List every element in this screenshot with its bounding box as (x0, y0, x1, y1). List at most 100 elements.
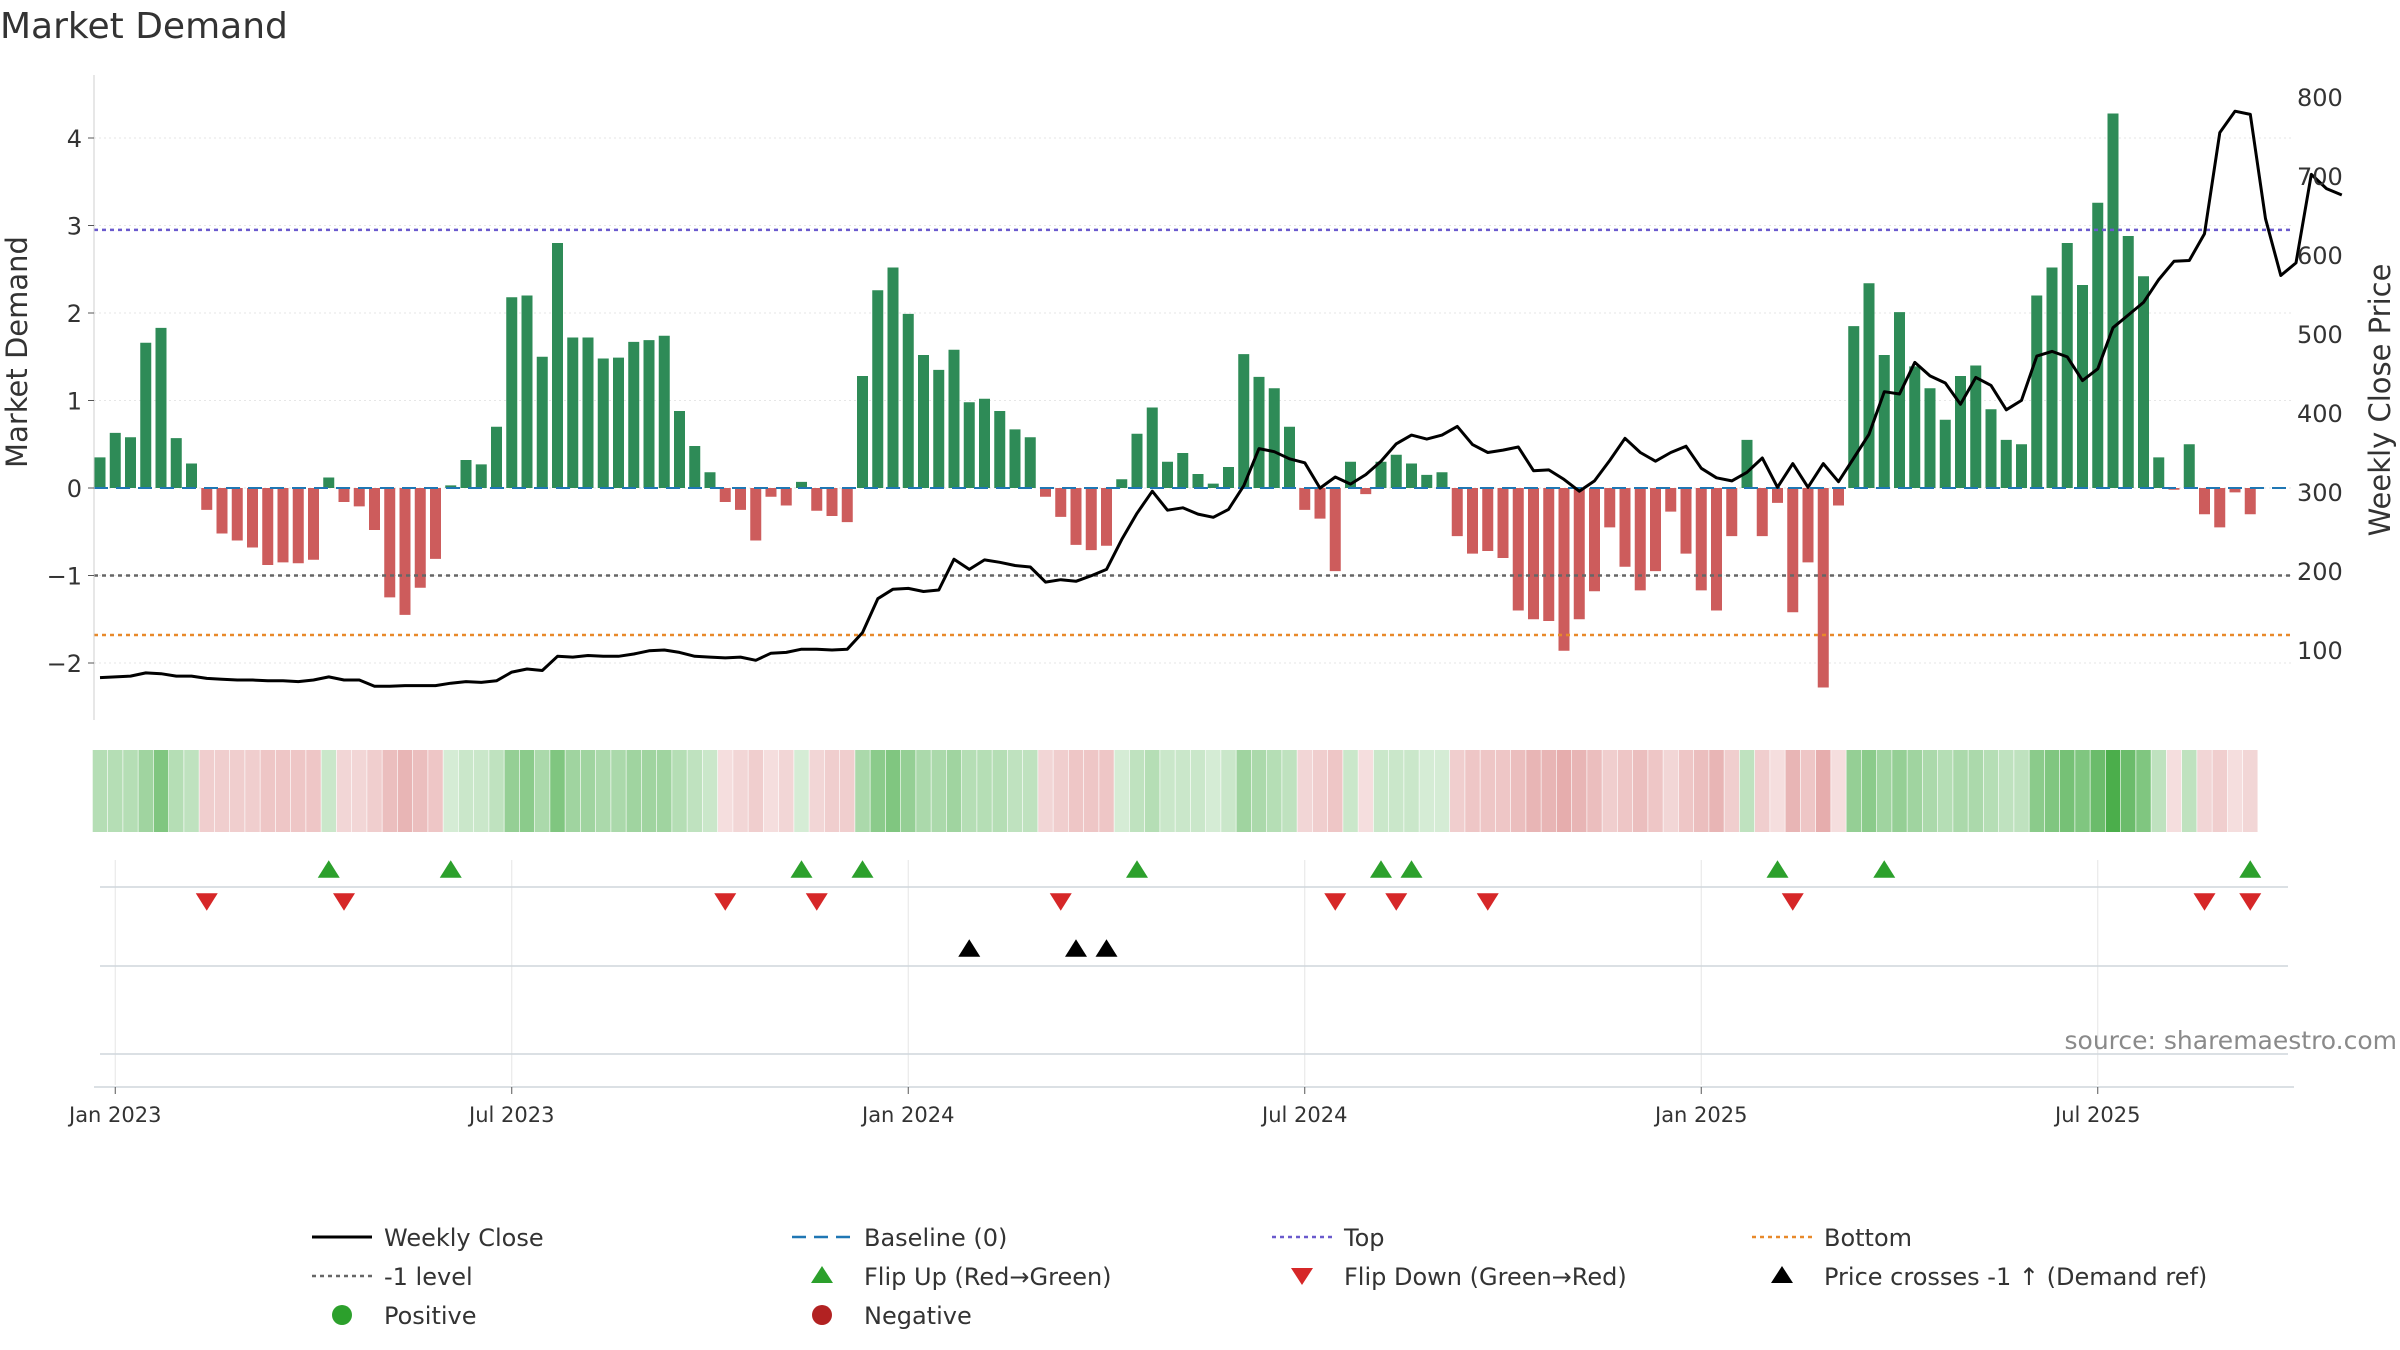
heatmap-cell (321, 750, 337, 832)
heatmap-cell (824, 750, 840, 832)
legend-swatch (811, 1266, 833, 1283)
heatmap-cell (656, 750, 672, 832)
date-tick-label: Jul 2025 (2053, 1103, 2140, 1127)
demand-bar (1863, 283, 1875, 488)
heatmap-cell (2029, 750, 2045, 832)
demand-bar (2046, 267, 2058, 488)
demand-bar (1146, 407, 1158, 488)
demand-bar (1314, 488, 1326, 519)
heatmap-cell (184, 750, 199, 832)
heatmap-cell (1480, 750, 1496, 832)
demand-bar (841, 488, 853, 523)
demand-bar (1650, 488, 1661, 572)
demand-bar (811, 488, 823, 511)
legend-swatch (332, 1305, 352, 1325)
demand-bar (1741, 439, 1753, 488)
heatmap-cell (748, 750, 764, 832)
demand-bar (1924, 388, 1936, 488)
demand-bar (1436, 472, 1448, 488)
heatmap-cell (1022, 750, 1038, 832)
heatmap-cell (1541, 750, 1557, 832)
right-tick-label: 200 (2297, 558, 2343, 586)
heatmap-cell (580, 750, 596, 832)
demand-bar (1451, 488, 1463, 537)
demand-bar (597, 358, 609, 488)
legend-item-bottom: Bottom (1752, 1224, 1912, 1252)
demand-bar (2244, 488, 2256, 515)
demand-bar (1101, 488, 1112, 546)
source-credit: source: sharemaestro.com (2065, 1026, 2398, 1055)
heatmap-cell (733, 750, 748, 832)
heatmap-cell (1190, 750, 1206, 832)
heatmap-cell (1556, 750, 1572, 832)
demand-bar (1299, 488, 1311, 510)
heatmap-cell (199, 750, 215, 832)
flip-up-marker (1370, 860, 1392, 878)
heatmap-cell (1221, 750, 1236, 832)
heatmap-cell (977, 750, 992, 832)
demand-bar (1909, 366, 1921, 488)
heatmap-cell (1175, 750, 1191, 832)
demand-bar (475, 464, 487, 488)
demand-bar (247, 488, 258, 548)
heatmap-cell (153, 750, 169, 832)
heatmap-cell (168, 750, 184, 832)
demand-bar (796, 481, 807, 488)
legend-item-top: Top (1272, 1224, 1385, 1252)
demand-bar (948, 349, 960, 488)
demand-bar (2138, 276, 2149, 488)
flip-up-marker (1873, 860, 1896, 878)
demand-bar (628, 341, 640, 488)
heatmap-cell (1754, 750, 1770, 832)
demand-bar (506, 297, 518, 488)
left-tick-label: 1 (67, 388, 82, 416)
demand-bar (323, 477, 335, 488)
demand-bar (1497, 488, 1509, 558)
legend-item-flip-up: Flip Up (Red→Green) (811, 1263, 1112, 1291)
demand-bar (277, 488, 289, 563)
demand-bar (1040, 488, 1051, 497)
date-tick-label: Jul 2024 (1260, 1103, 1347, 1127)
demand-bar (704, 472, 716, 488)
heatmap-cell (2151, 750, 2167, 832)
demand-bar (1817, 488, 1829, 688)
heatmap-cell (626, 750, 642, 832)
demand-bar (1589, 488, 1600, 592)
legend-label: Baseline (0) (864, 1224, 1007, 1252)
demand-bar (2229, 488, 2241, 493)
flip-up-marker (851, 860, 874, 878)
heatmap-cell (916, 750, 931, 832)
heatmap-cell (1968, 750, 1984, 832)
heatmap-cell (839, 750, 855, 832)
demand-bar (613, 357, 624, 488)
heatmap-cell (1602, 750, 1618, 832)
heatmap-cell (260, 750, 276, 832)
demand-bar (1253, 376, 1265, 488)
flip-up-marker (2239, 860, 2262, 878)
legend: Weekly Close Baseline (0) Top Bottom -1 leve… (312, 1224, 2207, 1330)
heatmap-cell (1373, 750, 1389, 832)
heatmap-cell (2044, 750, 2060, 832)
heatmap-cell (1205, 750, 1221, 832)
demand-bar (140, 342, 152, 488)
demand-bar (1482, 488, 1494, 551)
demand-bar (567, 337, 579, 488)
flip-up-marker (1400, 860, 1423, 878)
legend-swatch (1291, 1268, 1313, 1285)
demand-bar (1421, 474, 1433, 488)
demand-bar (2153, 457, 2165, 488)
price-cross-marker (958, 939, 981, 957)
demand-bar (1528, 488, 1539, 620)
legend-label: Flip Down (Green→Red) (1344, 1263, 1627, 1291)
heatmap-cell (1953, 750, 1968, 832)
demand-bar (216, 488, 228, 534)
heatmap-cell (885, 750, 901, 832)
demand-bar (2016, 444, 2027, 488)
heatmap-cell (763, 750, 779, 832)
heatmap-cell (367, 750, 382, 832)
left-tick-label: 2 (67, 300, 82, 328)
demand-bar (445, 485, 457, 488)
heatmap-cell (2197, 750, 2212, 832)
demand-bar (521, 295, 533, 488)
price-cross-marker (1095, 939, 1118, 957)
